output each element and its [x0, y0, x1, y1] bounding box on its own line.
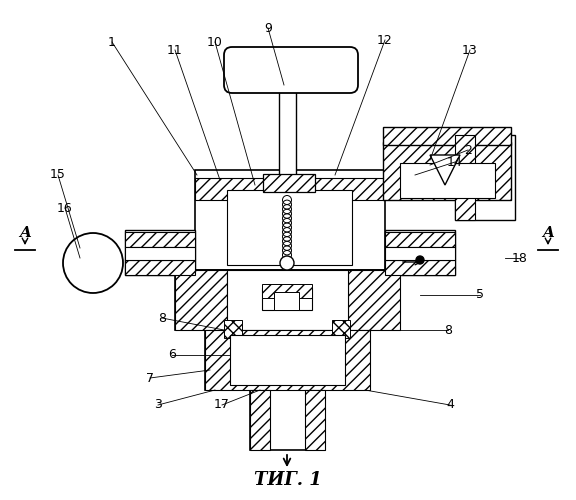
Text: 18: 18 — [512, 252, 528, 264]
Bar — [455, 135, 515, 220]
Bar — [383, 127, 511, 145]
Text: 15: 15 — [50, 168, 66, 181]
Text: 16: 16 — [57, 202, 73, 214]
Text: 14: 14 — [447, 156, 463, 168]
Text: 10: 10 — [207, 36, 223, 49]
Polygon shape — [430, 155, 460, 185]
Circle shape — [416, 256, 424, 264]
Text: A: A — [19, 226, 31, 240]
Bar — [125, 230, 195, 275]
Bar — [385, 247, 455, 260]
Bar — [383, 142, 511, 200]
Bar — [348, 270, 400, 330]
Circle shape — [63, 233, 123, 293]
Bar — [262, 288, 312, 310]
Bar — [224, 320, 242, 338]
Bar — [195, 170, 385, 270]
Bar — [227, 190, 352, 265]
Bar — [400, 163, 495, 198]
Bar — [230, 335, 345, 385]
Bar — [263, 174, 315, 192]
Text: 8: 8 — [158, 312, 166, 324]
Text: 17: 17 — [214, 398, 230, 411]
Bar — [125, 232, 195, 247]
Bar — [250, 390, 270, 450]
Bar — [262, 284, 312, 298]
Bar — [205, 330, 370, 390]
Bar — [250, 390, 325, 450]
Bar — [385, 232, 455, 247]
Text: 12: 12 — [377, 34, 393, 46]
Text: 2: 2 — [464, 144, 472, 156]
Text: 11: 11 — [167, 44, 183, 57]
Bar — [302, 178, 385, 200]
Bar — [175, 270, 227, 330]
Bar — [385, 260, 455, 275]
Bar — [125, 247, 195, 260]
Bar — [332, 320, 350, 338]
Text: 7: 7 — [146, 372, 154, 384]
Bar — [385, 230, 455, 275]
Text: A: A — [542, 226, 554, 240]
Bar — [274, 292, 299, 310]
Text: 4: 4 — [446, 398, 454, 411]
Text: 1: 1 — [108, 36, 116, 49]
Bar — [195, 178, 278, 200]
Text: 8: 8 — [444, 324, 452, 336]
Bar — [455, 135, 475, 220]
Bar — [227, 270, 348, 330]
Bar — [279, 85, 296, 178]
Bar — [205, 330, 370, 390]
Text: 5: 5 — [476, 288, 484, 302]
Text: ΤИГ. 1: ΤИГ. 1 — [254, 471, 322, 489]
FancyBboxPatch shape — [224, 47, 358, 93]
Circle shape — [280, 256, 294, 270]
Bar — [305, 390, 325, 450]
Text: 9: 9 — [264, 22, 272, 35]
Text: 6: 6 — [168, 348, 176, 362]
Bar — [175, 270, 400, 330]
Bar — [125, 260, 195, 275]
Text: 13: 13 — [462, 44, 478, 57]
Text: 3: 3 — [154, 398, 162, 411]
